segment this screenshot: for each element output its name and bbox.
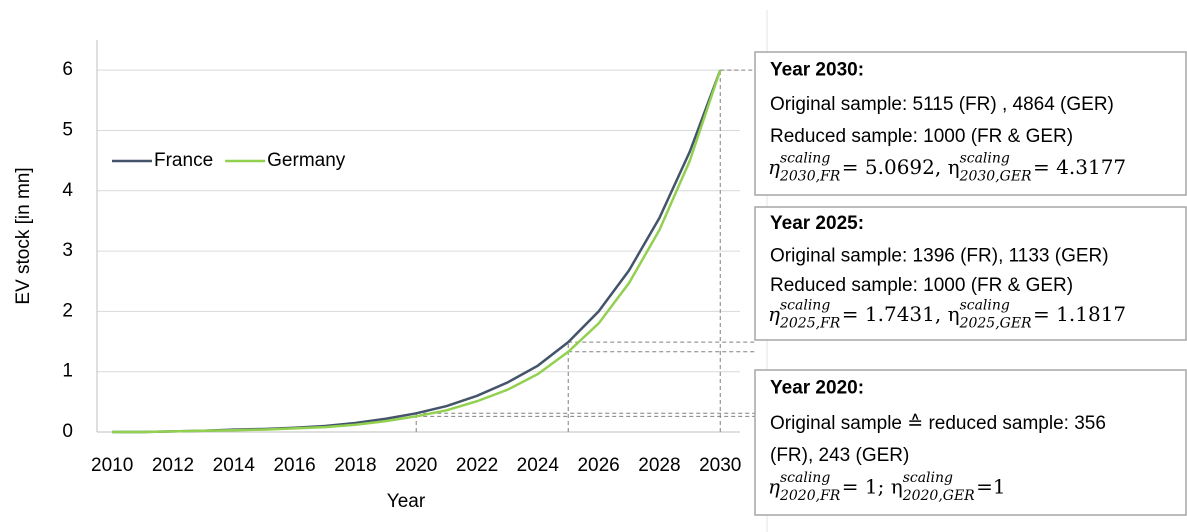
annotation-title: Year 2020:	[770, 378, 864, 399]
annotation-title: Year 2030:	[770, 59, 864, 80]
formula-text: η	[768, 475, 780, 499]
formula-text: η	[768, 155, 780, 179]
formula-sub: 2030,GER	[959, 168, 1032, 184]
formula-sub: 2025,GER	[959, 315, 1032, 331]
formula-text: =1	[976, 475, 1005, 499]
formula-text: = 4.3177	[1033, 155, 1126, 179]
formula-sup: scaling	[960, 297, 1010, 313]
formula-text: η	[768, 302, 780, 326]
annotation-box	[754, 206, 1187, 341]
formula-sup: scaling	[780, 470, 830, 486]
x-tick-label: 2012	[152, 455, 194, 476]
annotation-line: Reduced sample: 1000 (FR & GER)	[770, 126, 1073, 147]
formula-sup: scaling	[960, 150, 1010, 166]
x-axis-label: Year	[387, 491, 426, 512]
y-axis-label: EV stock [in mn]	[13, 167, 34, 304]
legend-label: France	[154, 150, 213, 171]
y-tick-label: 0	[62, 421, 73, 442]
formula-sub: 2020,GER	[902, 488, 975, 504]
y-tick-label: 6	[62, 59, 73, 80]
annotation-box	[754, 369, 1187, 516]
y-tick-label: 2	[62, 300, 73, 321]
x-tick-label: 2028	[638, 455, 680, 476]
x-tick-label: 2022	[456, 455, 498, 476]
formula-sub: 2020,FR	[779, 488, 841, 504]
legend-label: Germany	[267, 150, 346, 171]
x-tick-label: 2030	[699, 455, 741, 476]
y-tick-label: 1	[62, 361, 73, 382]
x-tick-label: 2016	[273, 455, 315, 476]
x-tick-label: 2014	[213, 455, 256, 476]
formula-text: = 1; η	[842, 475, 903, 499]
y-tick-label: 4	[62, 180, 73, 201]
series-line	[112, 69, 722, 434]
y-tick-label: 3	[62, 240, 73, 261]
formula-text: = 1.7431, η	[842, 302, 960, 326]
x-tick-label: 2024	[517, 455, 560, 476]
annotation-line: Reduced sample: 1000 (FR & GER)	[770, 275, 1073, 296]
formula-text: = 5.0692, η	[842, 155, 960, 179]
formula-sub: 2025,FR	[779, 315, 841, 331]
annotation-box	[754, 51, 1187, 196]
y-tick-label: 5	[62, 119, 73, 140]
x-tick-label: 2018	[334, 455, 376, 476]
x-tick-label: 2010	[91, 455, 133, 476]
annotation-title: Year 2025:	[770, 213, 864, 234]
formula-sub: 2030,FR	[779, 168, 841, 184]
formula-sup: scaling	[903, 470, 953, 486]
annotation-line: Original sample: 5115 (FR) , 4864 (GER)	[770, 94, 1114, 115]
formula-text: = 1.1817	[1033, 302, 1126, 326]
formula-sup: scaling	[780, 150, 830, 166]
formula-sup: scaling	[780, 297, 830, 313]
x-tick-label: 2020	[395, 455, 437, 476]
x-tick-label: 2026	[577, 455, 619, 476]
annotation-line: Original sample: 1396 (FR), 1133 (GER)	[770, 246, 1109, 267]
annotation-line: (FR), 243 (GER)	[770, 445, 909, 466]
annotation-line: Original sample ≙ reduced sample: 356	[770, 413, 1106, 434]
